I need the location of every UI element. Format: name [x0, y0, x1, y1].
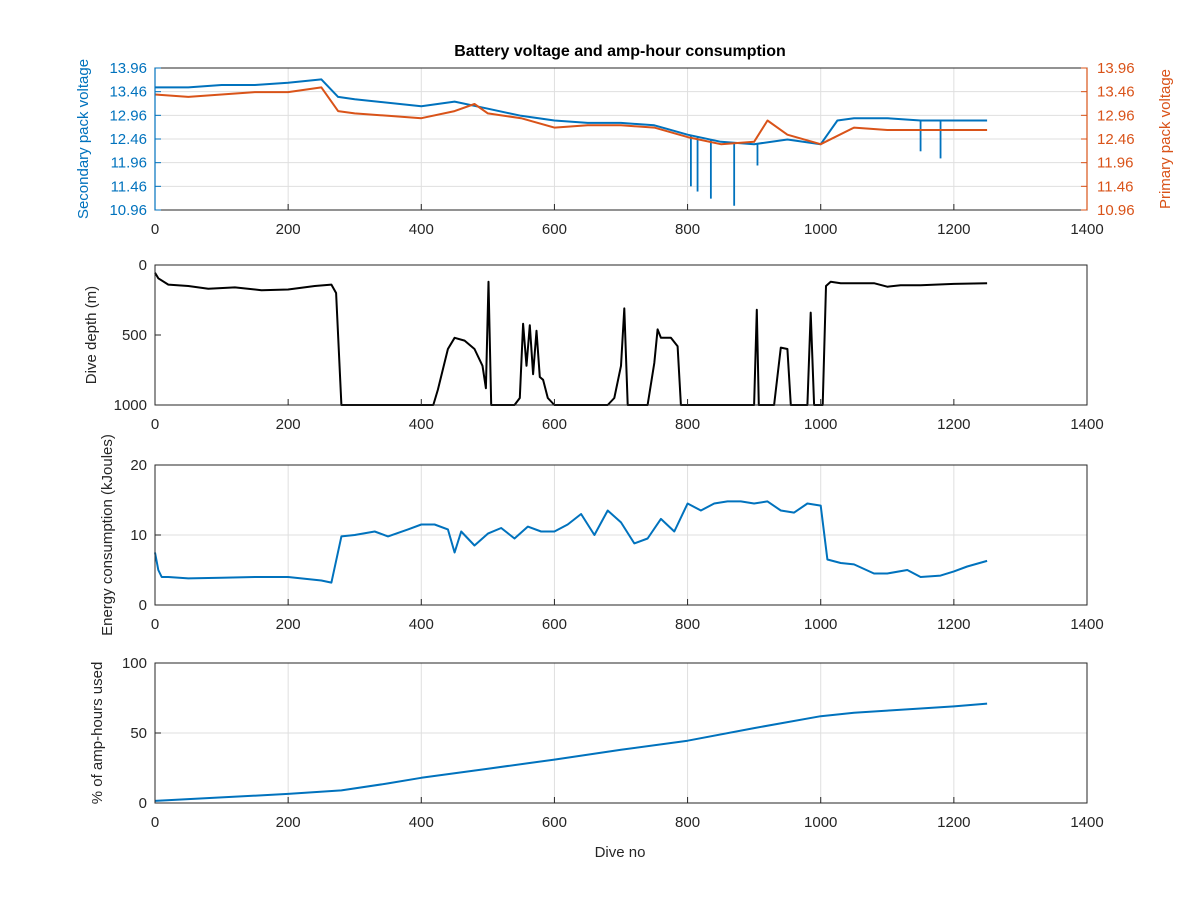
y-label-amp-hours: % of amp-hours used — [89, 662, 106, 805]
x-tick-label: 400 — [409, 616, 434, 633]
x-tick-label: 0 — [151, 616, 159, 633]
y-tick-label: 0 — [139, 597, 147, 614]
x-tick-label: 0 — [151, 221, 159, 238]
y-tick-label: 0 — [139, 257, 147, 274]
x-tick-label: 1000 — [804, 416, 837, 433]
x-tick-label: 0 — [151, 814, 159, 831]
y-tick-label-right: 12.46 — [1097, 131, 1135, 148]
x-tick-label: 600 — [542, 416, 567, 433]
y-tick-label-left: 11.46 — [111, 178, 147, 195]
y-tick-label-left: 11.96 — [111, 155, 147, 172]
x-tick-label: 1400 — [1070, 814, 1103, 831]
x-tick-label: 400 — [409, 416, 434, 433]
x-tick-label: 1200 — [937, 814, 970, 831]
x-tick-label: 200 — [276, 814, 301, 831]
dive-depth-panel: 0 200 400 600 800 1000 1200 1400 0 500 1000 — [114, 257, 1104, 433]
y-tick-label: 10 — [130, 527, 147, 544]
series-line — [154, 272, 988, 406]
y-tick-label-right: 13.46 — [1097, 84, 1135, 101]
x-tick-label: 600 — [542, 616, 567, 633]
chart-title: Battery voltage and amp-hour consumption — [454, 43, 786, 60]
x-tick-label: 1000 — [804, 814, 837, 831]
y-tick-label-left: 13.96 — [109, 60, 147, 77]
x-tick-label: 1400 — [1070, 221, 1103, 238]
x-tick-label: 800 — [675, 814, 700, 831]
x-tick-label: 600 — [542, 814, 567, 831]
voltage-panel: 0 200 400 600 800 1000 1200 1400 10.96 10.96 11.46… — [109, 60, 1134, 238]
y-label-dive-depth: Dive depth (m) — [83, 286, 100, 384]
x-tick-label: 1400 — [1070, 616, 1103, 633]
y-label-primary-voltage: Primary pack voltage — [1157, 69, 1174, 209]
x-tick-label: 600 — [542, 221, 567, 238]
y-tick-label-left: 10.96 — [109, 202, 147, 219]
y-tick-label-right: 10.96 — [1097, 202, 1135, 219]
series-line — [154, 702, 988, 802]
y-tick-label-right: 11.96 — [1097, 155, 1133, 172]
y-tick-label: 500 — [122, 327, 147, 344]
y-tick-label-right: 11.46 — [1097, 178, 1133, 195]
y-tick-label: 1000 — [114, 397, 147, 414]
x-tick-label: 200 — [276, 616, 301, 633]
y-tick-label: 100 — [122, 655, 147, 672]
y-tick-label-left: 13.46 — [109, 84, 147, 101]
series-line — [154, 86, 988, 146]
energy-panel: 0 200 400 600 800 1000 1200 1400 0 10 20 — [130, 457, 1103, 633]
y-tick-label-left: 12.96 — [109, 107, 147, 124]
series-line — [155, 78, 988, 146]
x-tick-label: 800 — [675, 416, 700, 433]
y-label-energy: Energy consumption (kJoules) — [99, 434, 116, 636]
amp-hours-panel: 0 200 400 600 800 1000 1200 1400 0 50 100 — [122, 655, 1104, 831]
series-line — [154, 500, 988, 584]
axes-frame — [154, 264, 1088, 406]
y-label-secondary-voltage: Secondary pack voltage — [75, 59, 92, 219]
x-tick-label: 0 — [151, 416, 159, 433]
x-label-dive-no: Dive no — [595, 844, 646, 861]
x-tick-label: 400 — [409, 814, 434, 831]
x-tick-label: 200 — [276, 416, 301, 433]
x-tick-label: 800 — [675, 616, 700, 633]
x-tick-label: 1400 — [1070, 416, 1103, 433]
x-tick-label: 200 — [276, 221, 301, 238]
x-tick-label: 400 — [409, 221, 434, 238]
y-tick-label-right: 13.96 — [1097, 60, 1135, 77]
x-tick-label: 1200 — [937, 416, 970, 433]
x-tick-label: 1000 — [804, 616, 837, 633]
y-tick-label-right: 12.96 — [1097, 107, 1135, 124]
x-tick-label: 800 — [675, 221, 700, 238]
x-tick-label: 1200 — [937, 616, 970, 633]
y-tick-label: 50 — [130, 725, 147, 742]
y-tick-label: 20 — [130, 457, 147, 474]
x-tick-label: 1000 — [804, 221, 837, 238]
y-tick-label-left: 12.46 — [109, 131, 147, 148]
x-tick-label: 1200 — [937, 221, 970, 238]
y-tick-label: 0 — [139, 795, 147, 812]
